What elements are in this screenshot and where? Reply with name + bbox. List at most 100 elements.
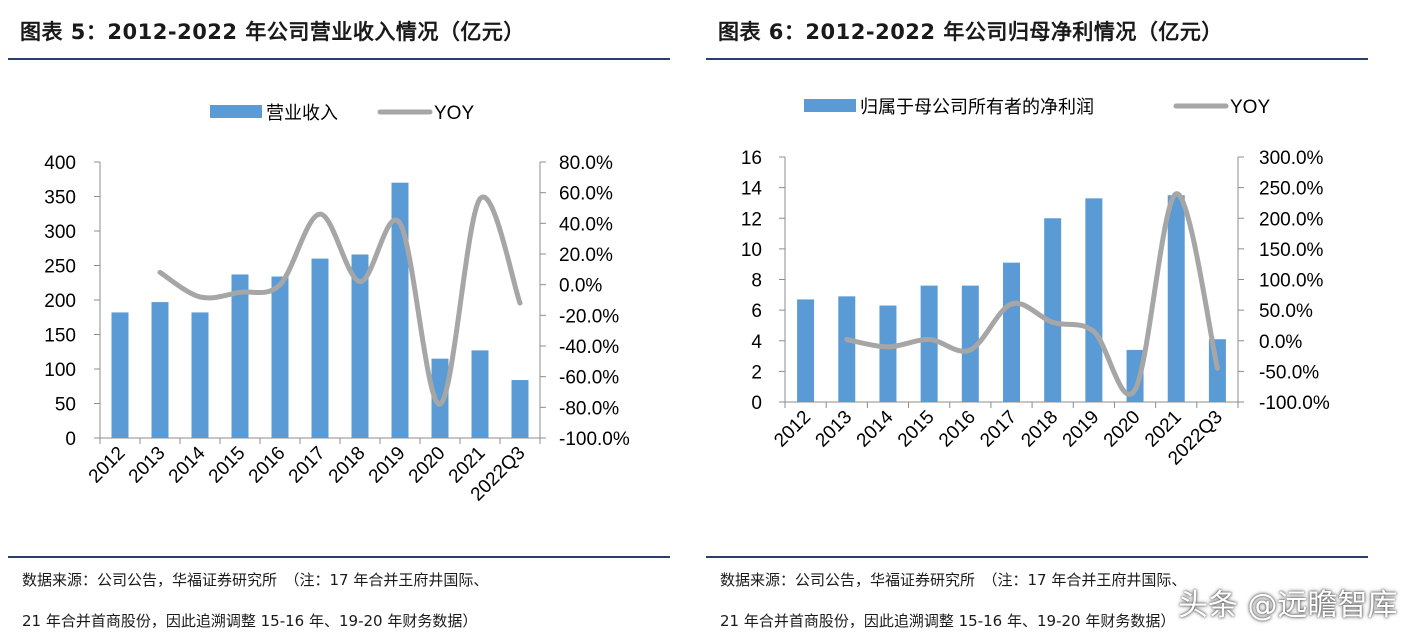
bar [961, 285, 979, 402]
left-tick-label: 50 [55, 395, 76, 416]
right-tick-label: 100.0% [1259, 271, 1324, 292]
chart-panel-net-profit: 图表 6：2012-2022 年公司归母净利情况（亿元） 归属于母公司所有者的净… [706, 0, 1368, 642]
watermark: 头条 @远瞻智库 [1178, 588, 1398, 623]
x-tick-label: 2015 [205, 443, 250, 488]
title-rule [706, 58, 1368, 60]
left-tick-label: 150 [44, 326, 76, 347]
left-tick-label: 4 [751, 332, 762, 353]
bar [271, 276, 289, 438]
yoy-line [157, 194, 523, 407]
left-tick-label: 350 [44, 188, 76, 209]
right-tick-label: 20.0% [559, 245, 613, 266]
x-tick-label: 2019 [365, 443, 410, 488]
bar [1126, 349, 1144, 402]
right-tick-label: 0.0% [1259, 332, 1302, 353]
left-tick-label: 14 [741, 179, 763, 200]
right-tick-label: 0.0% [559, 276, 602, 297]
x-tick-label: 2014 [853, 406, 898, 451]
legend-line-label: YOY [434, 103, 474, 124]
x-tick-label: 2020 [1100, 407, 1145, 452]
right-tick-label: -50.0% [1259, 362, 1319, 383]
left-tick-label: 2 [751, 362, 762, 383]
title-rule [8, 58, 670, 60]
legend-line-label: YOY [1230, 97, 1270, 118]
left-tick-label: 12 [741, 209, 762, 230]
left-tick-label: 100 [44, 360, 76, 381]
bar [838, 296, 856, 402]
x-tick-label: 2017 [285, 443, 330, 488]
bar [797, 299, 815, 402]
left-tick-label: 300 [44, 222, 76, 243]
right-tick-label: -40.0% [559, 337, 619, 358]
chart-title: 图表 6：2012-2022 年公司归母净利情况（亿元） [718, 20, 1223, 44]
left-tick-label: 250 [44, 257, 76, 278]
bar [431, 358, 449, 438]
right-tick-label: -60.0% [559, 368, 619, 389]
left-tick-label: 0 [751, 393, 762, 414]
x-tick-label: 2019 [1059, 407, 1104, 452]
source-rule [8, 556, 670, 558]
x-tick-label: 2020 [405, 443, 450, 488]
x-tick-label: 2016 [935, 407, 980, 452]
x-tick-label: 2014 [165, 442, 210, 487]
x-tick-label: 2016 [245, 443, 290, 488]
right-tick-label: -20.0% [559, 306, 619, 327]
source-rule [706, 556, 1368, 558]
bar [920, 285, 938, 402]
revenue-chart: 营业收入 YOY 0 50 100 150 200 250 300 350 400 -100.0% -8… [44, 103, 630, 505]
right-tick-label: 300.0% [1259, 148, 1324, 169]
bar [351, 254, 369, 438]
x-tick-label: 2015 [894, 407, 939, 452]
right-tick-label: 200.0% [1259, 209, 1324, 230]
source-line-1: 数据来源：公司公告，华福证券研究所 （注：17 年合并王府井国际、 [720, 571, 1187, 589]
x-tick-label: 2012 [770, 407, 815, 452]
bar [151, 302, 169, 438]
source-line-2: 21 年合并首商股份，因此追溯调整 15-16 年、19-20 年财务数据） [22, 612, 478, 630]
bar [311, 258, 329, 438]
bar [191, 312, 209, 438]
source-note: 数据来源：公司公告，华福证券研究所 （注：17 年合并王府井国际、 21 年合并… [720, 568, 1360, 633]
yoy-line [844, 191, 1220, 397]
bar [1044, 218, 1062, 402]
bar [111, 312, 129, 438]
x-tick-label: 2013 [812, 407, 857, 452]
x-tick-label: 2018 [1017, 407, 1062, 452]
right-tick-label: 60.0% [559, 184, 613, 205]
chart-panel-revenue: 图表 5：2012-2022 年公司营业收入情况（亿元） 营业收入 YOY 0 50 1… [8, 0, 670, 642]
bar [511, 380, 529, 438]
bar [879, 305, 897, 402]
x-tick-label: 2013 [125, 443, 170, 488]
left-tick-label: 16 [741, 148, 762, 169]
right-tick-label: 250.0% [1259, 179, 1324, 200]
left-tick-label: 0 [65, 429, 76, 450]
left-tick-label: 6 [751, 301, 762, 322]
bar [471, 350, 489, 438]
right-tick-label: -100.0% [559, 429, 630, 450]
bar [391, 182, 409, 438]
x-tick-label: 2018 [325, 443, 370, 488]
chart-title: 图表 5：2012-2022 年公司营业收入情况（亿元） [20, 20, 525, 44]
left-tick-label: 400 [44, 153, 76, 174]
right-tick-label: 80.0% [559, 153, 613, 174]
bar [1085, 198, 1103, 402]
left-tick-label: 10 [741, 240, 762, 261]
bar [1003, 262, 1020, 402]
right-tick-label: 50.0% [1259, 301, 1313, 322]
net-profit-chart: 归属于母公司所有者的净利润 YOY 0 2 4 6 8 10 12 14 16 -100.0% -50.… [741, 97, 1330, 469]
source-line-2: 21 年合并首商股份，因此追溯调整 15-16 年、19-20 年财务数据） [720, 612, 1176, 630]
bar [231, 274, 249, 438]
right-tick-label: 40.0% [559, 214, 613, 235]
source-line-1: 数据来源：公司公告，华福证券研究所 （注：17 年合并王府井国际、 [22, 571, 489, 589]
legend-bar-swatch [804, 99, 856, 112]
right-tick-label: -80.0% [559, 398, 619, 419]
bar [1167, 195, 1185, 402]
legend-bar-swatch [210, 105, 262, 118]
right-tick-label: 150.0% [1259, 240, 1324, 261]
right-tick-label: -100.0% [1259, 393, 1330, 414]
legend-bar-label: 归属于母公司所有者的净利润 [860, 97, 1094, 117]
legend-bar-label: 营业收入 [266, 103, 338, 123]
source-note: 数据来源：公司公告，华福证券研究所 （注：17 年合并王府井国际、 21 年合并… [22, 568, 662, 633]
left-tick-label: 8 [751, 271, 762, 292]
x-tick-label: 2017 [976, 407, 1021, 452]
left-tick-label: 200 [44, 291, 76, 312]
